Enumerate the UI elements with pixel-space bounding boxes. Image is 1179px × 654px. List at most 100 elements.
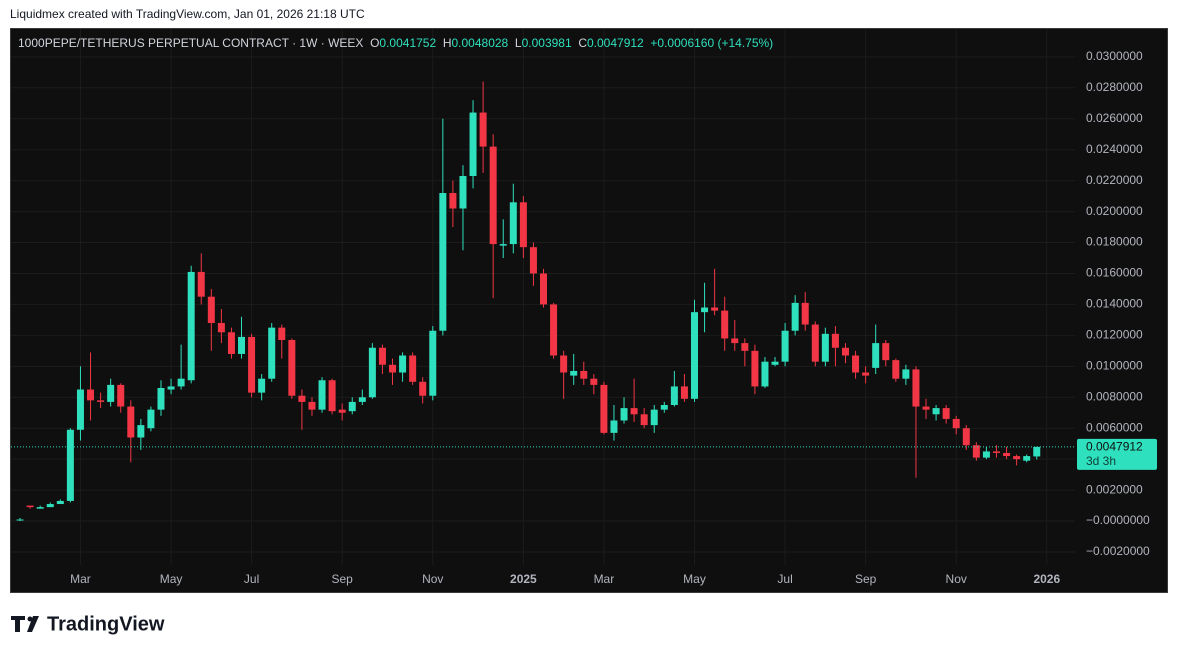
candle-body xyxy=(187,271,195,381)
candle-body xyxy=(328,380,336,412)
credit: Liquidmex created with TradingView.com, … xyxy=(10,7,365,21)
candle-body xyxy=(429,330,437,396)
candle-body xyxy=(580,370,588,379)
candle-body xyxy=(87,389,95,401)
candle-body xyxy=(862,372,870,376)
candle-body xyxy=(97,400,105,402)
legend-value: 0.0047912 xyxy=(587,36,644,50)
candle-body xyxy=(610,420,618,433)
candle-body xyxy=(982,451,990,458)
y-tick-label: 0.0260000 xyxy=(1086,111,1143,125)
candle-body xyxy=(761,361,769,387)
candle-body xyxy=(560,355,568,373)
y-tick-label: 0.0200000 xyxy=(1086,204,1143,218)
candle-body xyxy=(640,414,648,426)
y-tick-label: 0.0280000 xyxy=(1086,80,1143,94)
y-tick-label: 0.0300000 xyxy=(1086,49,1143,63)
candle-body xyxy=(197,271,205,297)
candle-body xyxy=(962,428,970,446)
x-tick-label: Jul xyxy=(244,572,259,586)
candle-body xyxy=(831,333,839,348)
x-tick-label: Sep xyxy=(855,572,877,586)
logo-icon xyxy=(11,616,39,632)
y-tick-label: −0.0000000 xyxy=(1086,513,1150,527)
candle-body xyxy=(36,507,44,509)
candle-body xyxy=(972,445,980,458)
y-tick-label: 0.0160000 xyxy=(1086,266,1143,280)
candle-body xyxy=(489,146,497,245)
candle-body xyxy=(721,310,729,339)
y-tick-label: 0.0080000 xyxy=(1086,389,1143,403)
candle-body xyxy=(298,395,306,402)
candle-body xyxy=(56,500,64,505)
x-tick-label: Nov xyxy=(422,572,443,586)
candle-body xyxy=(550,304,558,356)
legend-label: C xyxy=(578,36,587,50)
candle-body xyxy=(278,327,286,341)
price-label: 0.0047912 xyxy=(1086,440,1143,454)
candle-body xyxy=(1003,452,1011,457)
y-tick-label: 0.0240000 xyxy=(1086,142,1143,156)
candle-body xyxy=(1013,456,1021,460)
candle-body xyxy=(811,324,819,362)
chart-frame xyxy=(10,28,1168,593)
candle-body xyxy=(741,343,749,351)
legend-value: 0.003981 xyxy=(521,36,572,50)
y-tick-label: 0.0140000 xyxy=(1086,297,1143,311)
candle-body xyxy=(378,347,386,365)
candle-body xyxy=(690,312,698,399)
candle-body xyxy=(751,350,759,387)
candle-body xyxy=(912,369,920,407)
candle-body xyxy=(439,193,447,331)
candle-body xyxy=(992,451,1000,453)
candle-body xyxy=(882,343,890,361)
candle-body xyxy=(217,322,225,333)
candle-body xyxy=(570,370,578,376)
x-tick-label: May xyxy=(683,572,706,586)
candle-body xyxy=(368,347,376,398)
y-tick-label: 0.0180000 xyxy=(1086,235,1143,249)
candle-body xyxy=(590,378,598,385)
y-tick-label: 0.0220000 xyxy=(1086,173,1143,187)
x-tick-label: 2026 xyxy=(1033,572,1060,586)
candle-body xyxy=(26,505,34,508)
candle-body xyxy=(650,409,658,426)
candle-body xyxy=(127,406,135,438)
y-tick-label: 0.0100000 xyxy=(1086,358,1143,372)
candle-body xyxy=(701,307,709,313)
legend-title: 1000PEPE/TETHERUS PERPETUAL CONTRACT · 1… xyxy=(18,36,364,50)
candle-body xyxy=(902,369,910,379)
candle-body xyxy=(107,384,115,402)
y-tick-label: −0.0020000 xyxy=(1086,544,1150,558)
candle-body xyxy=(791,302,799,331)
candle-body xyxy=(680,386,688,399)
candle-body xyxy=(177,378,185,387)
candle-body xyxy=(952,418,960,429)
candle-body xyxy=(268,327,276,379)
legend-change: +0.0006160 (+14.75%) xyxy=(650,36,774,50)
candle-body xyxy=(248,336,256,393)
candle-body xyxy=(479,112,487,147)
candle-body xyxy=(1023,456,1031,461)
candle-body xyxy=(922,406,930,410)
candle-body xyxy=(288,340,296,396)
candle-body xyxy=(308,401,316,410)
candle-body xyxy=(1033,446,1041,457)
candle-body xyxy=(801,302,809,325)
legend: 1000PEPE/TETHERUS PERPETUAL CONTRACT · 1… xyxy=(18,36,773,50)
candle-body xyxy=(399,355,407,373)
countdown: 3d 3h xyxy=(1086,454,1116,468)
legend-value: 0.0048028 xyxy=(451,36,509,50)
candle-body xyxy=(660,405,668,410)
price-label-box xyxy=(1077,438,1157,470)
candle-body xyxy=(932,408,940,415)
candle-body xyxy=(509,202,517,245)
candle-body xyxy=(338,409,346,413)
candle-body xyxy=(519,202,527,248)
candle-body xyxy=(540,273,548,305)
candle-body xyxy=(318,380,326,410)
candle-body xyxy=(46,504,54,508)
candle-body xyxy=(469,112,477,176)
